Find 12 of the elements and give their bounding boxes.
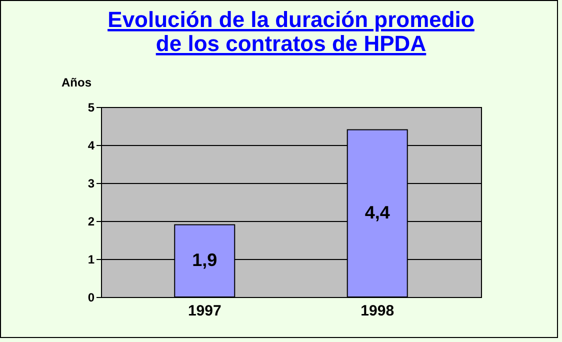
y-axis-title: Años xyxy=(62,76,92,90)
chart-title: Evolución de la duración promedio de los contratos de HPDA xyxy=(108,7,474,56)
x-tick-label: 1997 xyxy=(188,302,222,320)
y-tick-label: 5 xyxy=(88,100,95,114)
data-label: 4,4 xyxy=(364,202,390,222)
y-tick-label: 3 xyxy=(88,176,95,190)
data-label: 1,9 xyxy=(192,250,218,270)
y-tick-label: 2 xyxy=(88,214,95,228)
y-tick-label: 1 xyxy=(88,252,95,266)
y-tick-label: 0 xyxy=(88,290,95,304)
x-tick-label: 1998 xyxy=(360,302,394,320)
y-tick-label: 4 xyxy=(88,138,95,152)
